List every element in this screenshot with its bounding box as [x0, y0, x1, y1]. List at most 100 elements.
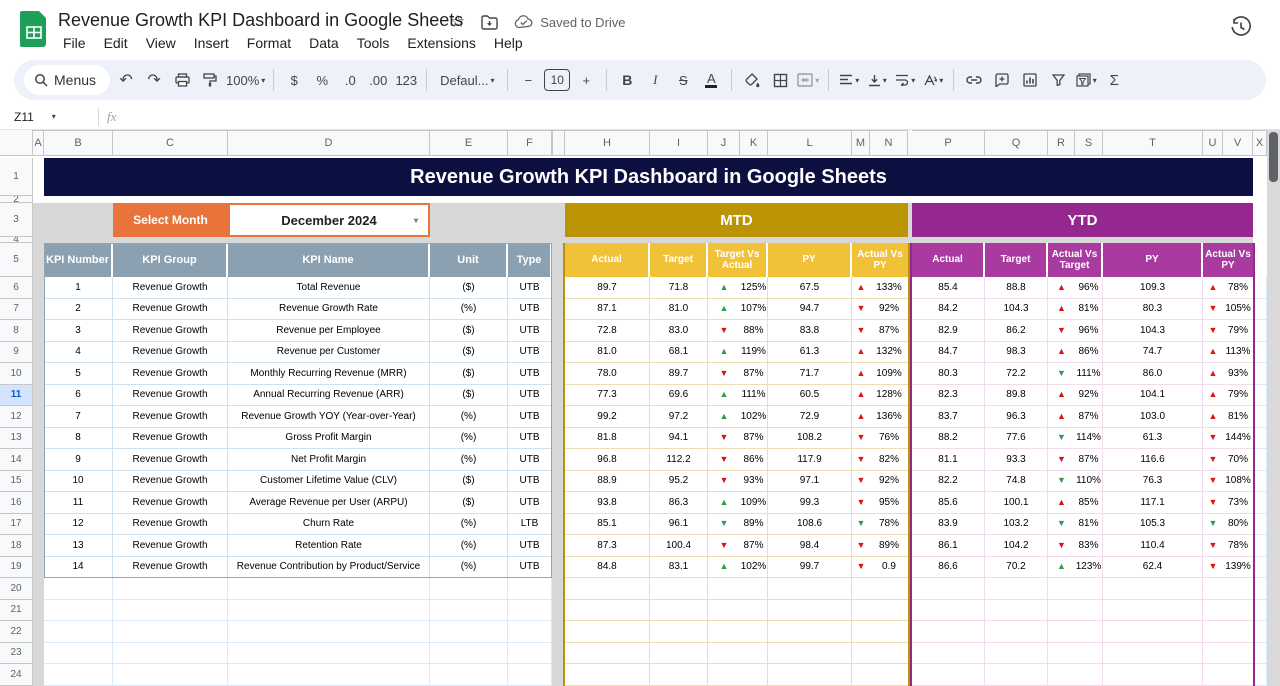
cell-kpi-group[interactable]: Revenue Growth [113, 298, 228, 320]
cell-ytd-avt-arrow[interactable]: ▲ [1048, 384, 1075, 406]
cell-kpi-group[interactable]: Revenue Growth [113, 535, 228, 557]
cell-mtd-avp-value[interactable]: 95% [870, 492, 908, 514]
mtd-subheader-3[interactable]: Target Vs Actual [708, 243, 768, 277]
cell-mtd-avp-arrow[interactable]: ▼ [852, 298, 870, 320]
menu-edit[interactable]: Edit [103, 35, 128, 51]
cell-empty[interactable] [508, 578, 552, 600]
cell-mtd-tva-arrow[interactable]: ▲ [708, 384, 740, 406]
cell-empty[interactable] [565, 664, 650, 686]
cell-kpi-type[interactable]: UTB [508, 384, 552, 406]
cell-mtd-avp-value[interactable]: 128% [870, 384, 908, 406]
cell-empty[interactable] [508, 599, 552, 621]
borders-button[interactable] [768, 67, 792, 93]
cell-kpi-number[interactable]: 3 [44, 320, 113, 342]
column-header-M[interactable]: M [852, 130, 870, 156]
cell-empty[interactable] [1223, 642, 1253, 664]
filter-views-button[interactable]: ▾ [1074, 67, 1098, 93]
cell-kpi-type[interactable]: UTB [508, 406, 552, 428]
cell-kpi-name[interactable]: Customer Lifetime Value (CLV) [228, 470, 430, 492]
mtd-subheader-1[interactable]: Actual [565, 243, 650, 277]
cell-ytd-avt-value[interactable]: 87% [1075, 449, 1103, 471]
cell-empty[interactable] [1253, 492, 1267, 514]
text-rotation-button[interactable]: ▾ [921, 67, 945, 93]
cell-empty[interactable] [852, 599, 870, 621]
cell-empty[interactable] [1048, 642, 1075, 664]
cell-ytd-actual[interactable]: 84.7 [912, 341, 985, 363]
cell-mtd-avp-arrow[interactable]: ▼ [852, 535, 870, 557]
cell-empty[interactable] [565, 642, 650, 664]
cell-ytd-avt-value[interactable]: 123% [1075, 556, 1103, 578]
cell-ytd-py[interactable]: 105.3 [1103, 513, 1203, 535]
cell-empty[interactable] [870, 599, 908, 621]
menu-tools[interactable]: Tools [356, 35, 390, 51]
cell-kpi-type[interactable]: UTB [508, 449, 552, 471]
ytd-subheader-3[interactable]: Actual Vs Target [1048, 243, 1103, 277]
cell-ytd-avp-arrow[interactable]: ▼ [1203, 427, 1223, 449]
cell-mtd-target[interactable]: 112.2 [650, 449, 708, 471]
ytd-subheader-1[interactable]: Actual [912, 243, 985, 277]
cell-empty[interactable] [1203, 578, 1223, 600]
mtd-subheader-4[interactable]: PY [768, 243, 852, 277]
cell-ytd-target[interactable]: 103.2 [985, 513, 1048, 535]
cell-kpi-type[interactable]: UTB [508, 427, 552, 449]
cell-kpi-unit[interactable]: ($) [430, 492, 508, 514]
cell-empty[interactable] [650, 664, 708, 686]
cell-empty[interactable] [508, 642, 552, 664]
cell-mtd-avp-value[interactable]: 136% [870, 406, 908, 428]
cell-kpi-name[interactable]: Revenue per Employee [228, 320, 430, 342]
cell-empty[interactable] [1253, 642, 1267, 664]
kpi-header-C[interactable]: KPI Group [113, 243, 228, 277]
cell-kpi-name[interactable]: Revenue Growth YOY (Year-over-Year) [228, 406, 430, 428]
select-month-label-cell[interactable]: Select Month [113, 203, 228, 237]
cell-mtd-actual[interactable]: 87.3 [565, 535, 650, 557]
cell-mtd-avp-arrow[interactable]: ▲ [852, 384, 870, 406]
cell-mtd-tva-arrow[interactable]: ▲ [708, 556, 740, 578]
cell-ytd-target[interactable]: 98.3 [985, 341, 1048, 363]
cell-empty[interactable] [740, 621, 768, 643]
cell-ytd-avt-arrow[interactable]: ▼ [1048, 513, 1075, 535]
cell-kpi-type[interactable]: UTB [508, 298, 552, 320]
insert-link-button[interactable] [962, 67, 986, 93]
cell-ytd-avp-arrow[interactable]: ▼ [1203, 449, 1223, 471]
column-header-P[interactable]: P [912, 130, 985, 156]
italic-button[interactable]: I [643, 67, 667, 93]
redo-button[interactable]: ↷ [147, 72, 161, 89]
cell-kpi-unit[interactable]: (%) [430, 535, 508, 557]
cell-mtd-py[interactable]: 61.3 [768, 341, 852, 363]
cell-empty[interactable] [44, 599, 113, 621]
column-header-I[interactable]: I [650, 130, 708, 156]
cell-empty[interactable] [708, 664, 740, 686]
cell-ytd-py[interactable]: 116.6 [1103, 449, 1203, 471]
cell-ytd-py[interactable]: 74.7 [1103, 341, 1203, 363]
cell-empty[interactable] [508, 621, 552, 643]
cell-ytd-actual[interactable]: 86.1 [912, 535, 985, 557]
cell-ytd-target[interactable]: 77.6 [985, 427, 1048, 449]
cell-kpi-type[interactable]: UTB [508, 320, 552, 342]
cell-mtd-target[interactable]: 94.1 [650, 427, 708, 449]
column-header-A[interactable]: A [33, 130, 44, 156]
cell-empty[interactable] [1103, 578, 1203, 600]
column-header-E[interactable]: E [430, 130, 508, 156]
cell-empty[interactable] [1253, 277, 1267, 299]
cell-mtd-target[interactable]: 100.4 [650, 535, 708, 557]
cell-empty[interactable] [44, 621, 113, 643]
cell-kpi-name[interactable]: Annual Recurring Revenue (ARR) [228, 384, 430, 406]
cell-kpi-group[interactable]: Revenue Growth [113, 470, 228, 492]
row-header-1[interactable]: 1 [0, 158, 33, 196]
mtd-section-header[interactable]: MTD [565, 203, 908, 237]
cell-mtd-tva-value[interactable]: 111% [740, 384, 768, 406]
cell-kpi-unit[interactable]: ($) [430, 277, 508, 299]
cell-mtd-avp-arrow[interactable]: ▼ [852, 427, 870, 449]
cell-mtd-target[interactable]: 68.1 [650, 341, 708, 363]
cell-empty[interactable] [768, 664, 852, 686]
undo-button[interactable]: ↶ [119, 72, 133, 89]
cell-empty[interactable] [1075, 642, 1103, 664]
cell-empty[interactable] [228, 664, 430, 686]
cell-empty[interactable] [44, 578, 113, 600]
cell-ytd-target[interactable]: 104.3 [985, 298, 1048, 320]
cell-ytd-avp-arrow[interactable]: ▲ [1203, 341, 1223, 363]
cell-ytd-avp-arrow[interactable]: ▲ [1203, 406, 1223, 428]
cell-kpi-unit[interactable]: ($) [430, 470, 508, 492]
cell-ytd-target[interactable]: 104.2 [985, 535, 1048, 557]
cell-mtd-tva-value[interactable]: 93% [740, 470, 768, 492]
